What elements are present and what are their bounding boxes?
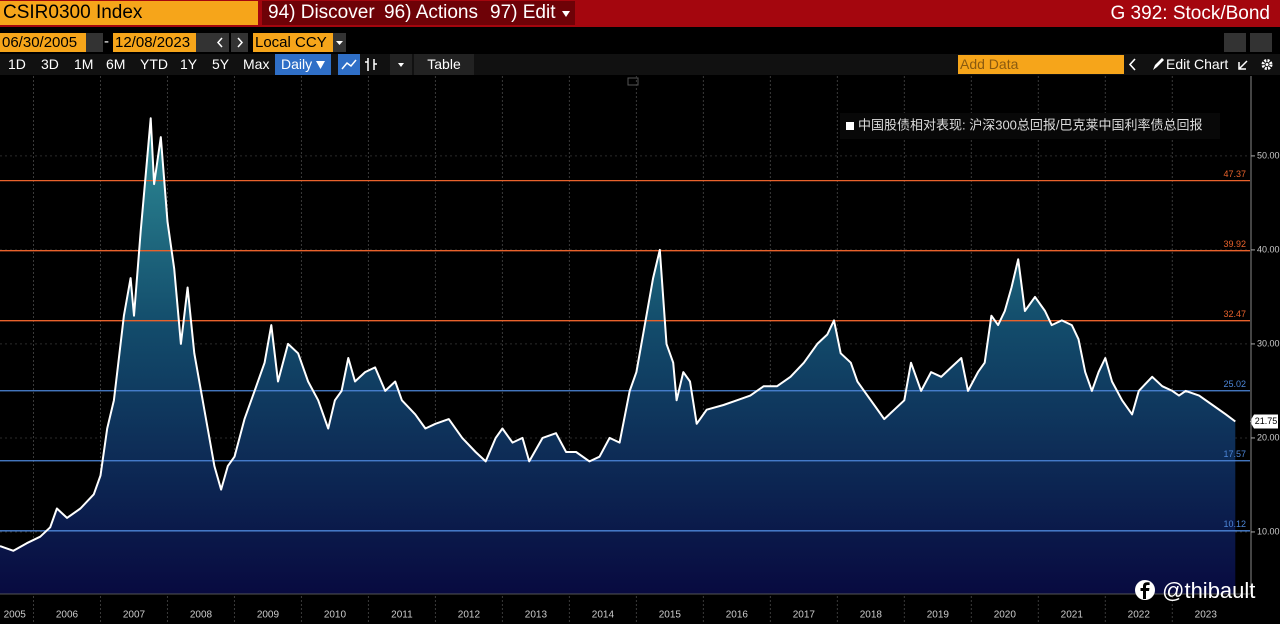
menu-label: 94) Discover [268, 2, 375, 23]
x-tick-label: 2018 [860, 610, 883, 621]
logo-icon [1135, 580, 1155, 600]
y-tick-label: 50.00 [1257, 150, 1280, 160]
last-value-marker [1250, 414, 1278, 429]
y-tick-label: 10.00 [1257, 526, 1280, 536]
end-date[interactable]: 12/08/2023 [113, 33, 196, 52]
toolbar: 1D 3D 1M 6M YTD 1Y 5Y Max Daily Table Ad… [0, 54, 1280, 75]
period-button[interactable]: Max [243, 56, 270, 72]
dropdown-button[interactable] [333, 33, 346, 52]
x-tick-label: 2015 [659, 610, 682, 621]
dropdown-icon [562, 11, 571, 17]
undo-button[interactable] [1224, 33, 1246, 52]
date-bar: 06/30/2005 - 12/08/2023 Local CCY [0, 31, 1280, 53]
x-tick-label: 2023 [1195, 610, 1218, 621]
dropdown-icon [316, 61, 326, 69]
x-tick-label: 2008 [190, 610, 213, 621]
edit-chart-label: Edit Chart [1166, 56, 1229, 72]
date-separator: - [104, 33, 109, 50]
level-label: 47.37 [1223, 169, 1246, 179]
period-button[interactable]: 1Y [180, 56, 198, 72]
x-tick-label: 2011 [391, 610, 413, 621]
x-tick-label: 2016 [726, 610, 749, 621]
y-tick-label: 30.00 [1257, 338, 1280, 348]
period-button[interactable]: 1M [74, 56, 94, 72]
chart: 47.37 39.92 32.47 25.02 17.57 10.12 中国股债相对表现:… [0, 76, 1280, 624]
legend-swatch [846, 122, 854, 130]
collapse-button[interactable] [1128, 54, 1142, 81]
x-tick-label: 2022 [1128, 610, 1151, 621]
x-tick-label: 2007 [123, 610, 146, 621]
start-date[interactable]: 06/30/2005 [0, 33, 86, 52]
x-tick-label: 2021 [1061, 610, 1084, 621]
currency-field[interactable]: Local CCY [253, 33, 333, 52]
x-tick-label: 2012 [458, 610, 481, 621]
x-tick-label: 2019 [927, 610, 950, 621]
level-label: 39.92 [1223, 239, 1246, 249]
collapse-icon[interactable] [627, 77, 639, 86]
legend-label: 中国股债相对表现: 沪深300总回报/巴克莱中国利率债总回报 [858, 117, 1203, 132]
x-tick-label: 2020 [994, 610, 1017, 621]
level-label: 32.47 [1223, 309, 1246, 319]
calendar-button[interactable] [86, 33, 103, 52]
prev-button[interactable] [212, 33, 229, 52]
table-button[interactable]: Table [414, 54, 474, 75]
top-bar: CSIR0300 Index 94) Discover 96) Actions … [0, 0, 1280, 27]
edit-chart-button[interactable]: Edit Chart [1150, 54, 1228, 75]
period-button[interactable]: 1D [8, 56, 26, 72]
more-button[interactable] [390, 54, 412, 75]
period-button[interactable]: 6M [106, 56, 126, 72]
line-chart-button[interactable] [338, 54, 360, 75]
level-label: 10.12 [1223, 519, 1246, 529]
level-label: 25.02 [1223, 379, 1246, 389]
frequency-button[interactable]: Daily [275, 54, 332, 75]
x-tick-label: 2009 [257, 610, 280, 621]
x-tick-label: 2013 [525, 610, 548, 621]
y-tick-label: 40.00 [1257, 244, 1280, 254]
period-button[interactable]: 5Y [212, 56, 230, 72]
x-tick-label: 2005 [4, 610, 27, 621]
calendar-button[interactable] [196, 33, 213, 52]
function-name: G 392: Stock/Bond [1110, 3, 1271, 24]
watermark: @thibault [1134, 578, 1255, 604]
add-data-field[interactable]: Add Data [958, 55, 1124, 74]
frequency-label: Daily [281, 56, 313, 72]
level-label: 17.57 [1223, 449, 1246, 459]
x-tick-label: 2014 [592, 610, 615, 621]
next-button[interactable] [231, 33, 248, 52]
settings-button[interactable] [1236, 54, 1276, 81]
last-value-label: 21.75 [1255, 416, 1278, 426]
y-tick-label: 20.00 [1257, 432, 1280, 442]
x-tick-label: 2010 [324, 610, 347, 621]
watermark-text: @thibault [1162, 578, 1256, 603]
area [0, 118, 1236, 595]
menu-label: 97) Edit [490, 2, 556, 23]
redo-button[interactable] [1250, 33, 1272, 52]
period-button[interactable]: YTD [140, 56, 168, 72]
menu-label: 96) Actions [384, 2, 478, 23]
menu[interactable]: 97) Edit [484, 1, 576, 25]
menu[interactable]: 96) Actions [378, 1, 498, 25]
period-button[interactable]: 3D [41, 56, 59, 72]
x-tick-label: 2006 [56, 610, 79, 621]
x-tick-label: 2017 [793, 610, 816, 621]
legend-box [840, 113, 1220, 139]
menu[interactable]: 94) Discover [262, 1, 395, 25]
security-field[interactable]: CSIR0300 Index [0, 1, 258, 25]
line [0, 117, 1236, 552]
bar-chart-button[interactable] [362, 54, 380, 81]
